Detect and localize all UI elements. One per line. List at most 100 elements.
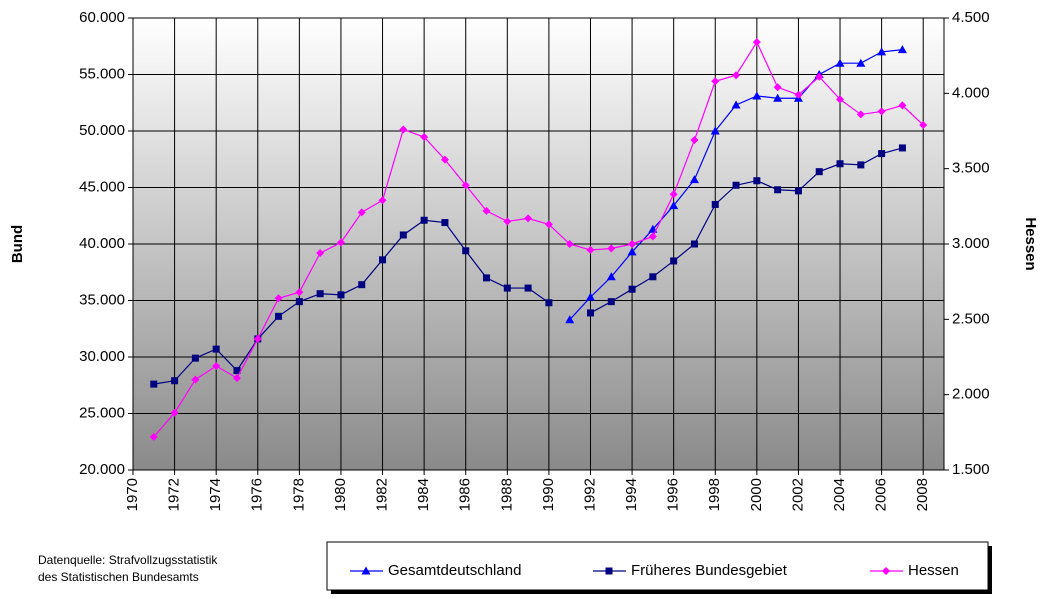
y-tick-label: 45.000 xyxy=(79,178,125,195)
x-tick-label: 1994 xyxy=(623,478,640,511)
marker xyxy=(607,298,615,306)
marker xyxy=(399,231,407,239)
marker xyxy=(774,186,782,194)
marker xyxy=(627,247,637,256)
marker xyxy=(316,249,325,258)
marker xyxy=(856,110,865,119)
legend-label: Gesamtdeutschland xyxy=(388,562,521,579)
y-tick-label: 55.000 xyxy=(79,65,125,82)
y-tick-label: 50.000 xyxy=(79,122,125,139)
y-tick-label: 35.000 xyxy=(79,291,125,308)
marker xyxy=(732,71,741,80)
y-tick-label: 40.000 xyxy=(79,235,125,252)
marker xyxy=(171,377,179,385)
marker xyxy=(191,354,199,362)
y-axis-label: Bund xyxy=(9,225,26,263)
legend-label: Früheres Bundesgebiet xyxy=(631,562,788,579)
x-tick-label: 1984 xyxy=(415,478,432,511)
marker xyxy=(877,47,887,56)
marker xyxy=(882,567,890,575)
x-tick-label: 2004 xyxy=(831,478,848,511)
marker xyxy=(420,216,428,224)
marker xyxy=(856,58,866,67)
marker xyxy=(565,315,575,324)
series-line xyxy=(153,147,903,385)
marker xyxy=(379,256,387,264)
x-tick-label: 1986 xyxy=(457,478,474,511)
y-tick-label: 60.000 xyxy=(79,9,125,26)
marker xyxy=(503,217,512,226)
marker xyxy=(149,432,158,441)
marker xyxy=(295,288,304,297)
y2-tick-label: 3.000 xyxy=(952,235,990,252)
x-tick-label: 2000 xyxy=(748,478,765,511)
y2-tick-label: 4.500 xyxy=(952,9,990,26)
marker xyxy=(357,208,366,217)
marker xyxy=(753,177,761,185)
marker xyxy=(524,284,532,292)
plot-frame xyxy=(132,17,945,471)
marker xyxy=(544,220,553,229)
marker xyxy=(794,90,803,99)
marker xyxy=(835,58,845,67)
marker xyxy=(232,374,241,383)
marker xyxy=(150,380,158,388)
marker xyxy=(358,281,366,289)
x-tick-label: 1992 xyxy=(581,478,598,511)
marker xyxy=(191,375,200,384)
marker xyxy=(212,345,220,353)
marker xyxy=(752,91,762,100)
marker xyxy=(877,107,886,116)
marker xyxy=(648,232,657,241)
marker xyxy=(295,298,303,306)
marker xyxy=(462,247,470,255)
marker xyxy=(690,136,699,145)
marker xyxy=(605,567,613,575)
marker xyxy=(336,238,345,247)
marker xyxy=(711,77,720,86)
marker xyxy=(669,190,678,199)
marker xyxy=(857,161,865,169)
marker xyxy=(919,120,928,129)
marker xyxy=(815,168,823,176)
x-tick-label: 2002 xyxy=(789,478,806,511)
x-tick-label: 1982 xyxy=(374,478,391,511)
x-tick-label: 1980 xyxy=(332,478,349,511)
y2-axis-label: Hessen xyxy=(1022,217,1039,270)
marker xyxy=(669,201,679,210)
marker xyxy=(607,244,616,253)
marker xyxy=(233,367,241,375)
marker xyxy=(731,100,741,109)
marker xyxy=(565,240,574,248)
x-tick-label: 2008 xyxy=(914,478,931,511)
marker xyxy=(606,272,616,281)
marker xyxy=(773,93,783,102)
marker xyxy=(773,83,782,92)
legend-label: Hessen xyxy=(908,562,959,579)
marker xyxy=(794,187,802,195)
marker xyxy=(316,290,324,298)
x-tick-label: 1972 xyxy=(166,478,183,511)
y2-tick-label: 2.500 xyxy=(952,310,990,327)
marker xyxy=(585,292,595,301)
y2-tick-label: 1.500 xyxy=(952,461,990,478)
marker xyxy=(461,181,470,190)
y-tick-label: 30.000 xyxy=(79,348,125,365)
marker xyxy=(337,291,345,299)
marker xyxy=(711,200,719,208)
marker xyxy=(483,274,491,282)
y2-tick-label: 3.500 xyxy=(952,160,990,177)
marker xyxy=(670,257,678,265)
marker xyxy=(586,246,595,255)
marker xyxy=(836,95,845,104)
marker xyxy=(170,408,179,417)
marker xyxy=(878,150,886,158)
marker xyxy=(361,566,371,575)
marker xyxy=(815,72,824,81)
x-tick-label: 1996 xyxy=(665,478,682,511)
x-tick-label: 1970 xyxy=(124,478,141,511)
marker xyxy=(503,284,511,292)
marker xyxy=(628,240,637,248)
series-line xyxy=(153,40,924,438)
